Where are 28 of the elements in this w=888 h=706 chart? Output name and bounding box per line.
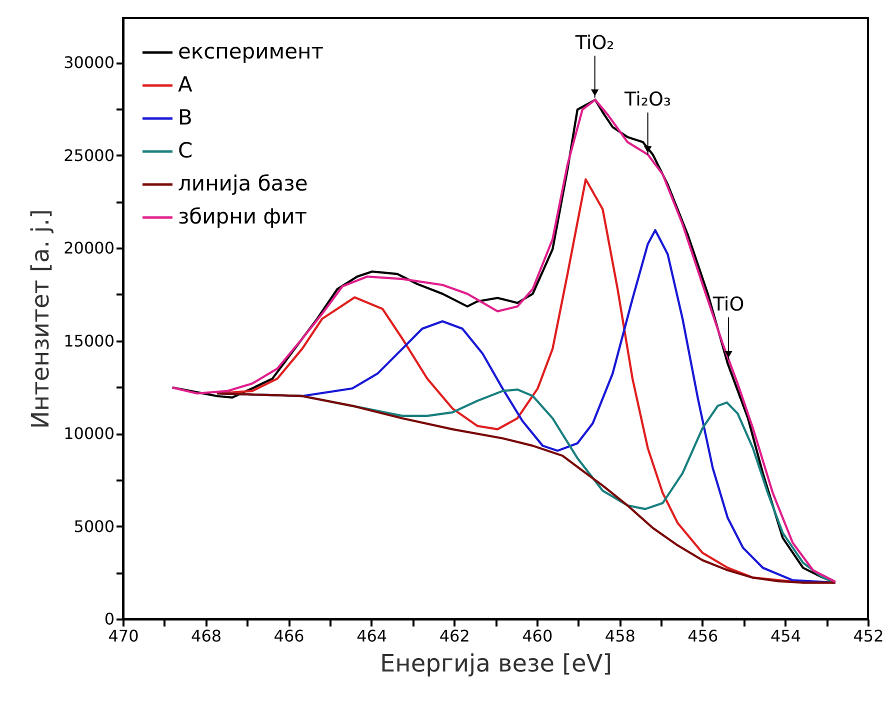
y-tick-label: 0 <box>104 610 114 628</box>
y-axis-title: Интензитет [a. j.] <box>26 209 55 429</box>
annotation: TiO <box>712 293 744 316</box>
x-tick-label: 460 <box>522 626 553 646</box>
annotation: Ti₂O₃ <box>624 88 672 111</box>
x-tick-label: 462 <box>439 626 470 646</box>
y-tick-label: 15000 <box>64 331 114 350</box>
legend-label: A <box>178 72 193 96</box>
x-tick-label: 466 <box>274 626 304 646</box>
y-tick-label: 20000 <box>64 238 114 258</box>
x-tick-label: 452 <box>853 626 884 646</box>
x-tick-label: 468 <box>191 626 222 646</box>
legend-label: експеримент <box>178 40 324 64</box>
x-tick-label: 470 <box>108 626 139 646</box>
y-tick-label: 5000 <box>74 516 114 536</box>
x-tick-label: 454 <box>770 626 801 646</box>
x-tick-label: 458 <box>604 626 636 646</box>
y-tick-label: 30000 <box>64 53 114 72</box>
x-axis-title: Енергија везе [eV] <box>380 650 612 678</box>
legend-label: збирни фит <box>178 204 307 228</box>
y-tick-label: 10000 <box>64 424 114 444</box>
legend-label: линија базе <box>178 172 308 196</box>
legend-label: C <box>178 138 193 162</box>
x-tick-label: 456 <box>688 626 718 646</box>
y-tick-label: 25000 <box>64 146 114 165</box>
x-tick-label: 464 <box>356 626 388 646</box>
annotation: TiO₂ <box>574 32 614 54</box>
legend-label: B <box>178 106 192 130</box>
